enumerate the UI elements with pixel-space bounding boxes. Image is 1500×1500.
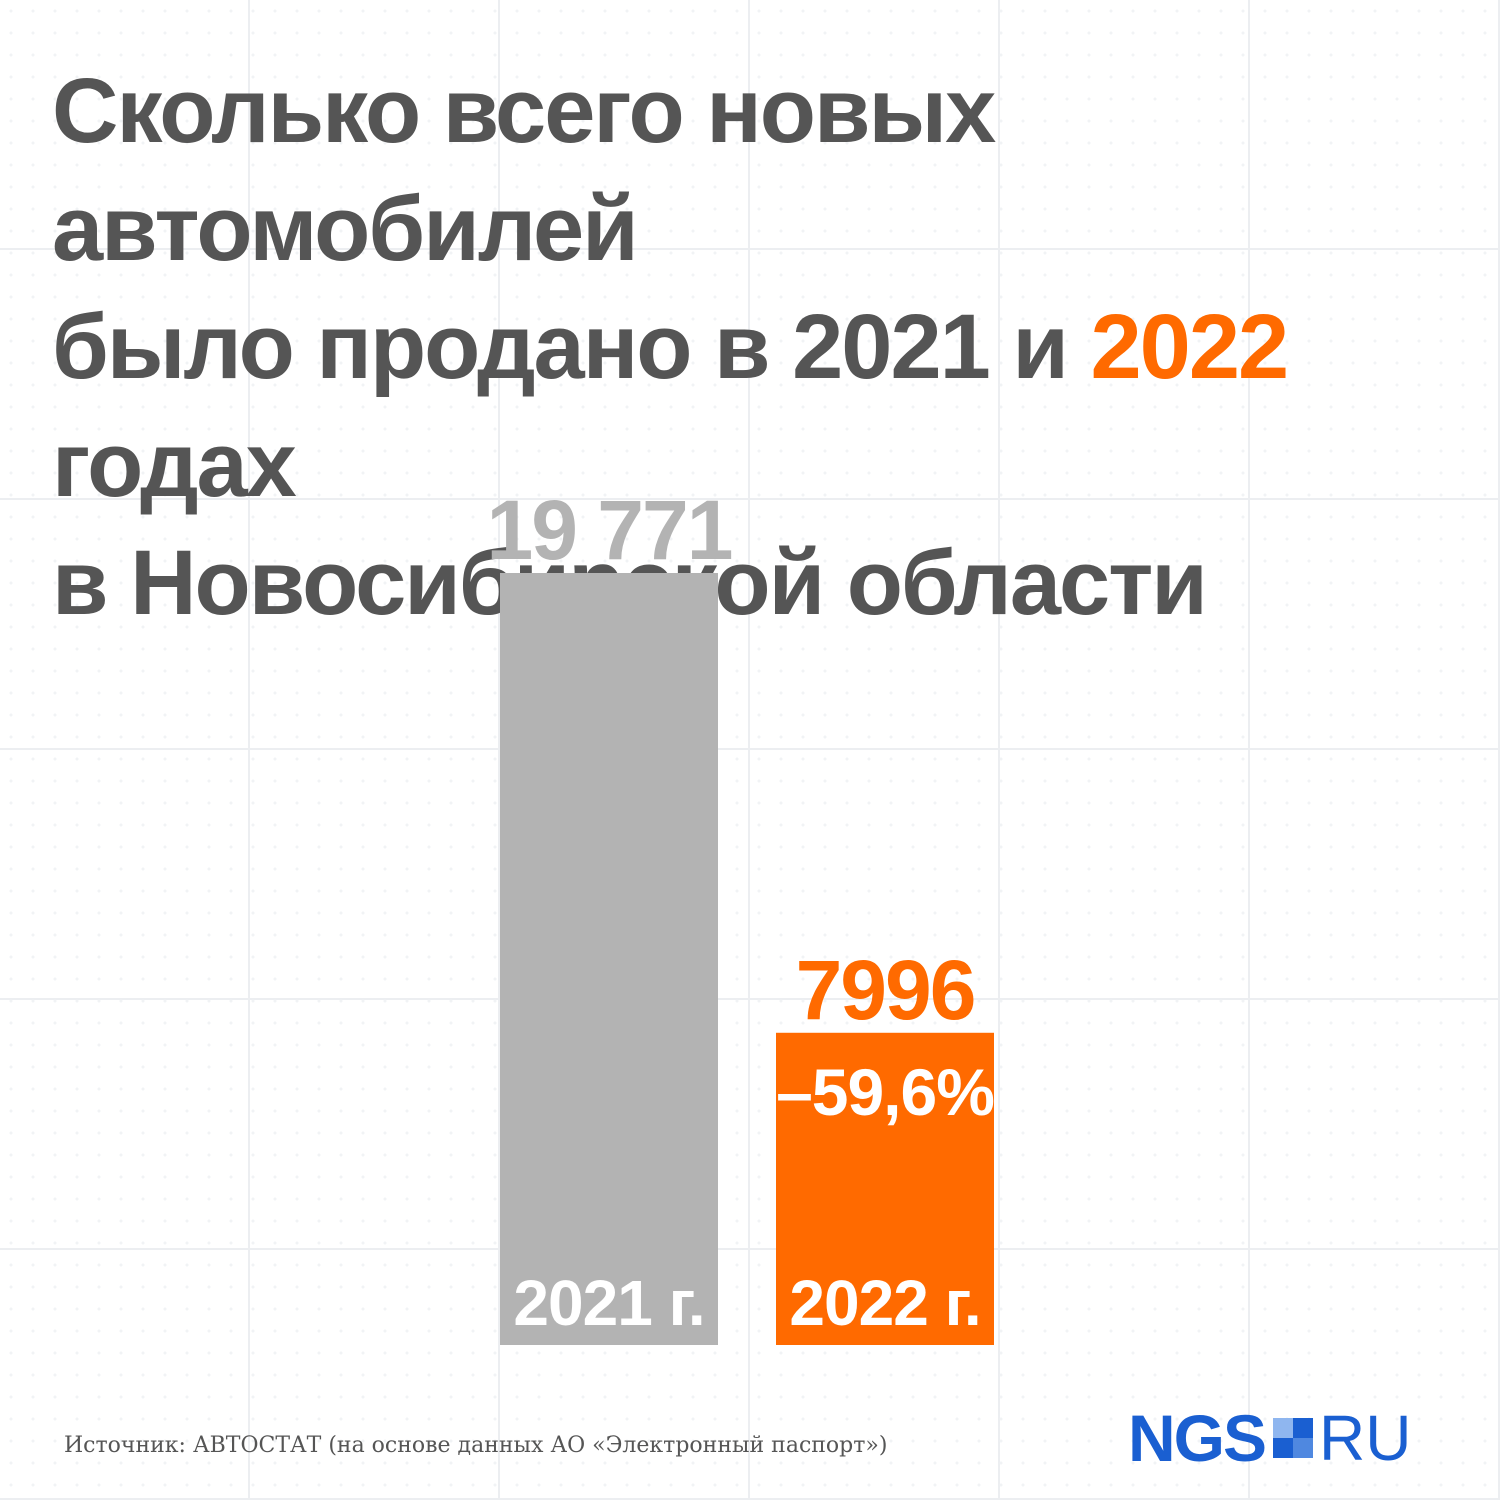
change-label: –59,6% — [776, 1055, 994, 1129]
ngs-square-icon — [1273, 1418, 1314, 1458]
title-line-1: Сколько всего новых автомобилей — [52, 60, 996, 280]
category-label-0: 2021 г. — [513, 1267, 704, 1339]
logo-text-ru: RU — [1319, 1402, 1412, 1474]
category-label-1: 2022 г. — [789, 1267, 980, 1339]
logo-text-ngs: NGS — [1128, 1401, 1267, 1475]
source-note: Источник: АВТОСТАТ (на основе данных АО … — [64, 1433, 888, 1458]
bar-1 — [776, 1032, 994, 1345]
value-label-0: 19 771 — [487, 483, 732, 577]
title-line-2-start: было продано в 2021 и — [52, 296, 1091, 398]
title-highlight-year: 2022 — [1090, 296, 1289, 398]
title-line-2-end: годах — [52, 414, 297, 516]
value-label-1: 7996 — [796, 943, 975, 1037]
ngs-logo: NGS RU — [1128, 1401, 1412, 1475]
bar-0 — [500, 573, 718, 1345]
